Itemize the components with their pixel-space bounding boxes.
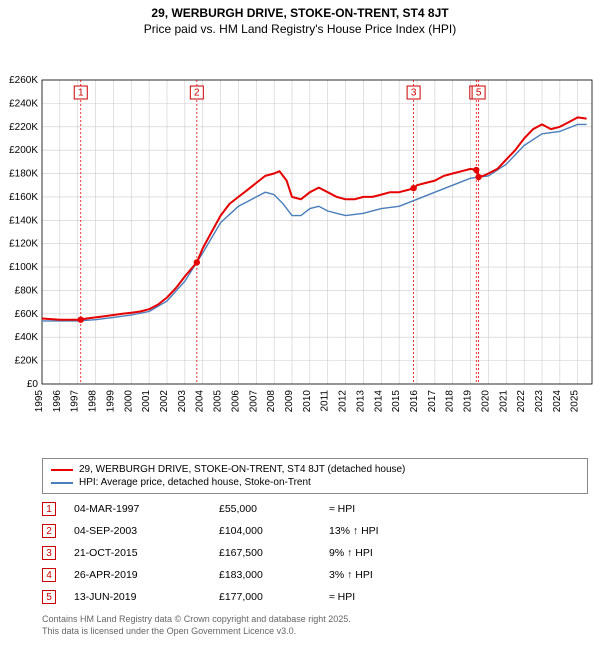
sale-price: £183,000 — [219, 569, 329, 581]
svg-text:2023: 2023 — [534, 390, 545, 413]
svg-text:2005: 2005 — [213, 390, 224, 413]
svg-text:2: 2 — [194, 88, 200, 99]
svg-text:2015: 2015 — [391, 390, 402, 413]
svg-text:£160K: £160K — [9, 192, 38, 203]
svg-text:£20K: £20K — [15, 356, 39, 367]
svg-text:2003: 2003 — [177, 390, 188, 413]
svg-text:1998: 1998 — [88, 390, 99, 413]
sale-date: 04-MAR-1997 — [74, 503, 219, 515]
legend-swatch — [51, 469, 73, 471]
sale-delta: 3% ↑ HPI — [329, 569, 373, 581]
svg-text:2018: 2018 — [445, 390, 456, 413]
sale-date: 13-JUN-2019 — [74, 591, 219, 603]
svg-text:2014: 2014 — [373, 390, 384, 413]
legend-label: HPI: Average price, detached house, Stok… — [79, 477, 311, 488]
svg-text:2024: 2024 — [552, 390, 563, 413]
chart-svg: £0 £20K £40K £60K £80K £100K £120K £140K £160K £1… — [0, 36, 600, 456]
svg-text:£200K: £200K — [9, 145, 38, 156]
svg-text:5: 5 — [476, 88, 482, 99]
sale-row: 5 13-JUN-2019£177,000≈ HPI — [42, 586, 588, 608]
sale-row: 3 21-OCT-2015£167,5009% ↑ HPI — [42, 542, 588, 564]
svg-text:2007: 2007 — [248, 390, 259, 413]
svg-text:2009: 2009 — [284, 390, 295, 413]
svg-text:2000: 2000 — [123, 390, 134, 413]
footer-attribution: Contains HM Land Registry data © Crown c… — [42, 614, 588, 637]
svg-text:2006: 2006 — [230, 390, 241, 413]
svg-text:2022: 2022 — [516, 390, 527, 413]
svg-text:2020: 2020 — [480, 390, 491, 413]
legend-swatch — [51, 482, 73, 484]
sale-date: 21-OCT-2015 — [74, 547, 219, 559]
footer-line-2: This data is licensed under the Open Gov… — [42, 626, 588, 638]
sale-price: £55,000 — [219, 503, 329, 515]
sale-marker: 1 — [42, 502, 56, 516]
sale-delta: ≈ HPI — [329, 503, 355, 515]
svg-text:2002: 2002 — [159, 390, 170, 413]
svg-text:£260K: £260K — [9, 75, 38, 86]
svg-text:2008: 2008 — [266, 390, 277, 413]
svg-text:2001: 2001 — [141, 390, 152, 413]
chart-subtitle: Price paid vs. HM Land Registry's House … — [0, 20, 600, 36]
sale-marker: 3 — [42, 546, 56, 560]
svg-text:3: 3 — [411, 88, 417, 99]
sale-marker: 2 — [42, 524, 56, 538]
sale-price: £167,500 — [219, 547, 329, 559]
svg-text:£240K: £240K — [9, 98, 38, 109]
sale-row: 1 04-MAR-1997£55,000≈ HPI — [42, 498, 588, 520]
svg-text:£100K: £100K — [9, 262, 38, 273]
chart-title: 29, WERBURGH DRIVE, STOKE-ON-TRENT, ST4 … — [0, 0, 600, 20]
svg-text:£220K: £220K — [9, 122, 38, 133]
sale-marker: 5 — [42, 590, 56, 604]
svg-text:2021: 2021 — [498, 390, 509, 413]
svg-text:2011: 2011 — [320, 390, 331, 412]
sale-date: 26-APR-2019 — [74, 569, 219, 581]
svg-text:£60K: £60K — [15, 309, 39, 320]
chart-area: £0 £20K £40K £60K £80K £100K £120K £140K £160K £1… — [0, 36, 600, 456]
svg-text:2013: 2013 — [355, 390, 366, 413]
svg-text:2019: 2019 — [463, 390, 474, 413]
sale-delta: 13% ↑ HPI — [329, 525, 379, 537]
svg-text:£0: £0 — [27, 379, 39, 390]
sale-price: £104,000 — [219, 525, 329, 537]
sale-marker: 4 — [42, 568, 56, 582]
legend: 29, WERBURGH DRIVE, STOKE-ON-TRENT, ST4 … — [42, 458, 588, 494]
svg-text:2016: 2016 — [409, 390, 420, 413]
svg-text:2004: 2004 — [195, 390, 206, 413]
svg-text:2012: 2012 — [338, 390, 349, 413]
svg-text:£40K: £40K — [15, 332, 39, 343]
sale-delta: ≈ HPI — [329, 591, 355, 603]
sale-row: 2 04-SEP-2003£104,00013% ↑ HPI — [42, 520, 588, 542]
sale-row: 4 26-APR-2019£183,0003% ↑ HPI — [42, 564, 588, 586]
svg-text:1996: 1996 — [52, 390, 63, 413]
sale-price: £177,000 — [219, 591, 329, 603]
footer-line-1: Contains HM Land Registry data © Crown c… — [42, 614, 588, 626]
svg-text:1997: 1997 — [70, 390, 81, 413]
sale-delta: 9% ↑ HPI — [329, 547, 373, 559]
svg-text:£120K: £120K — [9, 239, 38, 250]
svg-text:£180K: £180K — [9, 169, 38, 180]
svg-text:1995: 1995 — [34, 390, 45, 413]
svg-text:1999: 1999 — [105, 390, 116, 413]
sales-table: 104-MAR-1997£55,000≈ HPI204-SEP-2003£104… — [42, 498, 588, 608]
legend-item: HPI: Average price, detached house, Stok… — [51, 476, 579, 489]
svg-text:£140K: £140K — [9, 215, 38, 226]
svg-text:2010: 2010 — [302, 390, 313, 413]
sale-date: 04-SEP-2003 — [74, 525, 219, 537]
svg-text:1: 1 — [78, 88, 84, 99]
svg-text:2025: 2025 — [570, 390, 581, 413]
legend-label: 29, WERBURGH DRIVE, STOKE-ON-TRENT, ST4 … — [79, 464, 405, 475]
legend-item: 29, WERBURGH DRIVE, STOKE-ON-TRENT, ST4 … — [51, 463, 579, 476]
svg-text:£80K: £80K — [15, 285, 39, 296]
svg-text:2017: 2017 — [427, 390, 438, 413]
